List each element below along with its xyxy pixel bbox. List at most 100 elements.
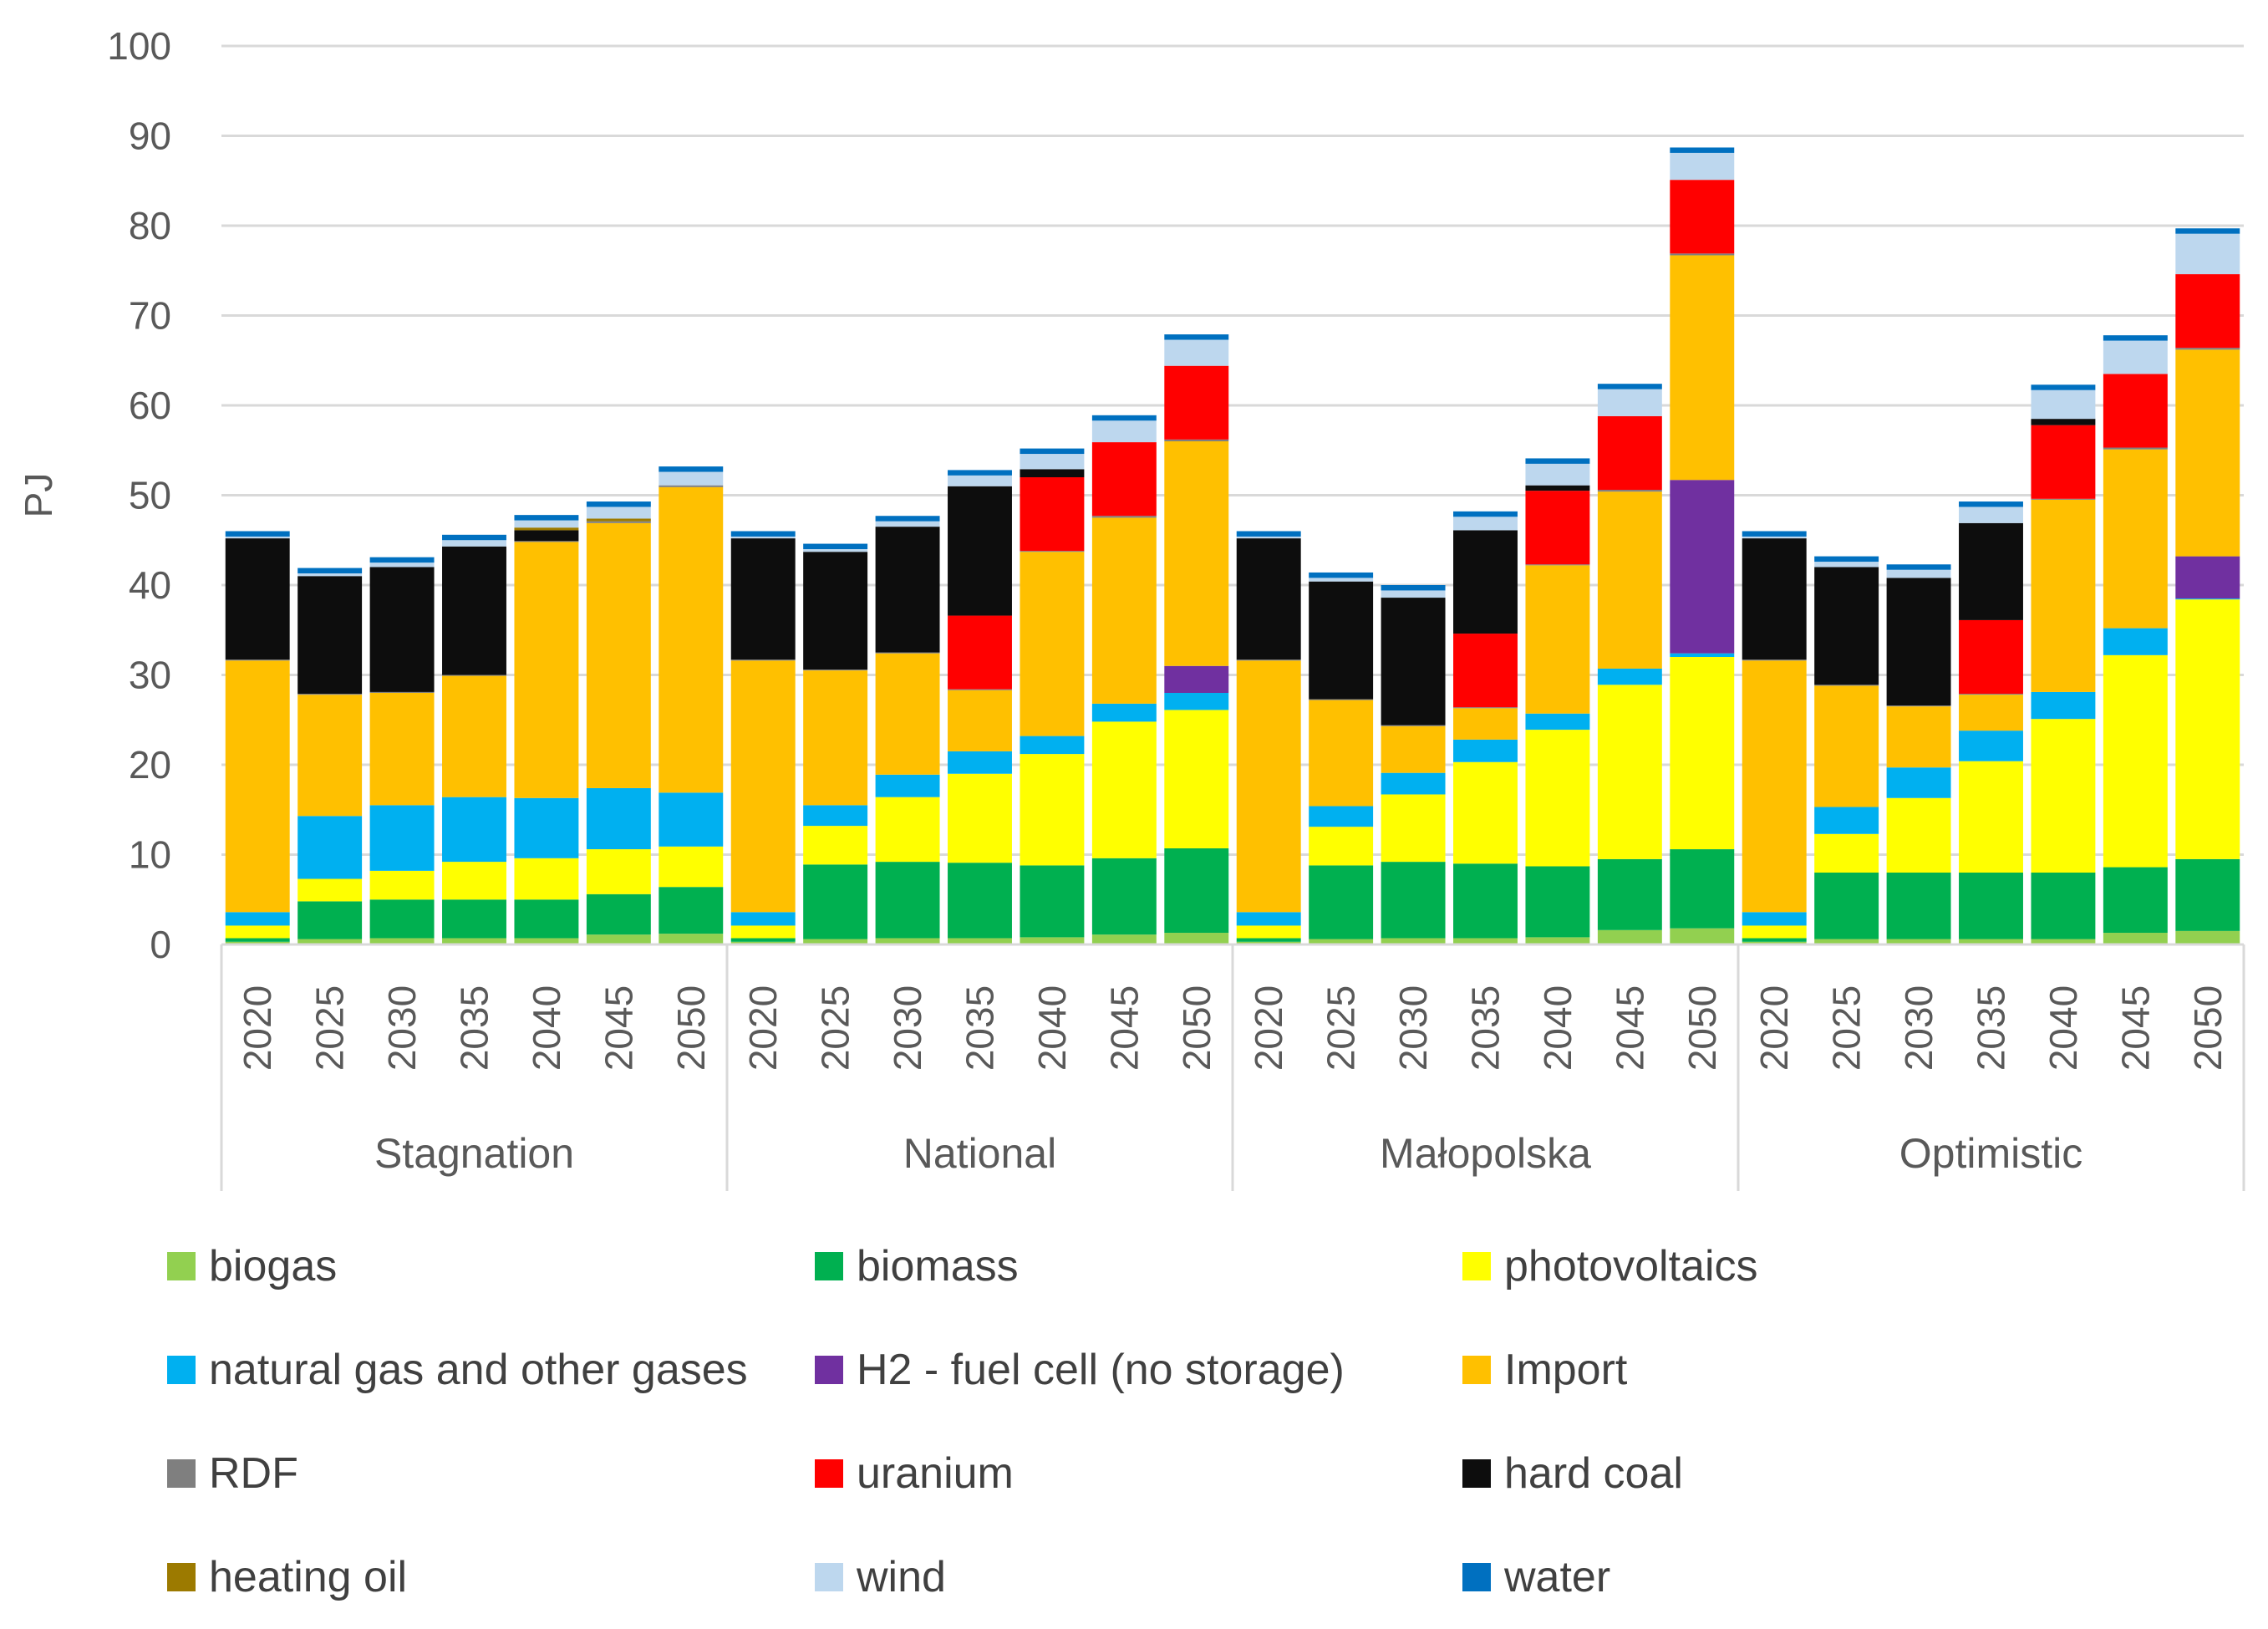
bar-segment-import-małopolska-2035 [1453, 708, 1518, 740]
bar-segment-water-optimistic-2020 [1742, 531, 1807, 537]
bar-segment-biogas-optimistic-2035 [1959, 939, 2023, 944]
bar-segment-rdf-małopolska-2045 [1597, 490, 1662, 492]
bar-segment-water-optimistic-2030 [1886, 564, 1951, 570]
bar-segment-uranium-małopolska-2045 [1597, 415, 1662, 491]
bar-segment-photovoltaics-małopolska-2040 [1525, 730, 1590, 867]
bar-segment-natural-gas-and-other-gases-małopolska-2050 [1670, 653, 1735, 657]
bar-segment-import-optimistic-2040 [2031, 499, 2096, 692]
bar-segment-wind-optimistic-2045 [2103, 340, 2168, 374]
bar-segment-hard-coal-optimistic-2035 [1959, 522, 2023, 620]
bar-segment-rdf-optimistic-2035 [1959, 694, 2023, 695]
y-axis-label: PJ [17, 473, 60, 518]
bar-segment-biomass-stagnation-2020 [225, 938, 290, 942]
bar-segment-import-optimistic-2045 [2103, 449, 2168, 629]
legend-item: RDF [167, 1444, 298, 1503]
bar-segment-rdf-optimistic-2030 [1886, 705, 1951, 707]
legend-swatch [815, 1252, 843, 1280]
bar-segment-rdf-optimistic-2050 [2175, 348, 2240, 350]
bar-segment-uranium-małopolska-2050 [1670, 180, 1735, 254]
bar-segment-rdf-national-2045 [1091, 516, 1157, 518]
bar-segment-natural-gas-and-other-gases-małopolska-2020 [1236, 912, 1301, 926]
x-tick-label: 2050 [2186, 985, 2230, 1071]
bar-segment-wind-małopolska-2045 [1597, 389, 1662, 416]
bar-segment-water-national-2050 [1164, 334, 1229, 340]
bar-segment-biogas-national-2025 [803, 939, 868, 944]
x-tick-label: 2025 [814, 985, 857, 1071]
bar-segment-uranium-optimistic-2040 [2031, 425, 2096, 499]
bar-segment-water-optimistic-2025 [1814, 556, 1879, 563]
bar-segment-biogas-national-2050 [1164, 933, 1229, 944]
bar-segment-photovoltaics-małopolska-2045 [1597, 685, 1662, 859]
legend-label: natural gas and other gases [209, 1346, 748, 1394]
bar-segment-photovoltaics-national-2050 [1164, 710, 1229, 848]
y-tick-label: 80 [129, 204, 171, 247]
bar-segment-wind-optimistic-2050 [2175, 233, 2240, 275]
bar-segment-photovoltaics-national-2025 [803, 826, 868, 865]
legend-label: water [1504, 1553, 1611, 1601]
bar-segment-uranium-małopolska-2040 [1525, 491, 1590, 565]
bar-segment-natural-gas-and-other-gases-stagnation-2050 [659, 792, 724, 847]
bar-segment-biomass-optimistic-2035 [1959, 873, 2023, 939]
bar-segment-photovoltaics-optimistic-2050 [2175, 599, 2240, 859]
bar-segment-natural-gas-and-other-gases-national-2050 [1164, 693, 1229, 710]
bar-segment-biogas-małopolska-2035 [1453, 938, 1518, 944]
bar-segment-water-stagnation-2050 [659, 466, 724, 472]
bar-segment-photovoltaics-national-2040 [1020, 754, 1085, 866]
bar-segment-water-małopolska-2040 [1525, 458, 1590, 464]
bar-segment-photovoltaics-optimistic-2020 [1742, 925, 1807, 939]
bar-segment-uranium-national-2040 [1020, 477, 1085, 552]
bar-segment-water-stagnation-2035 [442, 534, 506, 541]
bar-segment-natural-gas-and-other-gases-optimistic-2030 [1886, 767, 1951, 798]
bar-segment-water-małopolska-2025 [1309, 572, 1374, 578]
legend-item: biomass [815, 1237, 1019, 1296]
bar-segment-import-national-2030 [875, 653, 940, 775]
bar-segment-heating-oil-stagnation-2040 [514, 527, 579, 531]
legend-swatch [167, 1252, 196, 1280]
bar-segment-wind-stagnation-2020 [225, 536, 290, 539]
bar-segment-natural-gas-and-other-gases-optimistic-2050 [2175, 598, 2240, 600]
bar-segment-biogas-stagnation-2040 [514, 938, 579, 944]
group-label: Małopolska [1380, 1130, 1591, 1177]
bar-segment-photovoltaics-małopolska-2025 [1309, 827, 1374, 866]
bar-segment-hard-coal-national-2040 [1020, 469, 1085, 477]
legend-swatch [167, 1563, 196, 1591]
x-tick-label: 2035 [959, 985, 1002, 1071]
bar-segment-water-małopolska-2030 [1381, 585, 1446, 591]
x-tick-label: 2025 [1825, 985, 1869, 1071]
bar-segment-water-national-2045 [1091, 415, 1157, 421]
bar-segment-biogas-stagnation-2025 [297, 939, 363, 944]
bar-segment-biomass-małopolska-2050 [1670, 849, 1735, 929]
x-tick-label: 2035 [453, 985, 496, 1071]
bar-segment-uranium-małopolska-2035 [1453, 634, 1518, 708]
bar-segment-water-optimistic-2040 [2031, 384, 2096, 390]
legend-item: natural gas and other gases [167, 1341, 748, 1399]
bar-segment-rdf-stagnation-2040 [514, 541, 579, 542]
bar-segment-biomass-stagnation-2030 [369, 899, 435, 939]
bar-segment-natural-gas-and-other-gases-national-2020 [730, 912, 796, 926]
bar-segment-water-małopolska-2045 [1597, 384, 1662, 389]
bar-segment-water-national-2025 [803, 543, 868, 549]
y-axis-ticks: 0 10 20 30 40 50 60 70 80 90 100 [107, 24, 171, 966]
legend-swatch [167, 1356, 196, 1384]
bar-segment-biogas-stagnation-2020 [225, 941, 290, 944]
bar-segment-uranium-optimistic-2045 [2103, 374, 2168, 448]
bar-segment-biomass-optimistic-2030 [1886, 873, 1951, 939]
group-label: National [903, 1130, 1056, 1177]
bar-segment-photovoltaics-optimistic-2035 [1959, 761, 2023, 873]
bar-segment-photovoltaics-national-2020 [730, 925, 796, 939]
bar-segment-biomass-małopolska-2045 [1597, 858, 1662, 930]
bar-segment-photovoltaics-optimistic-2040 [2031, 719, 2096, 873]
x-tick-label: 2025 [1320, 985, 1363, 1071]
bar-segment-wind-małopolska-2025 [1309, 578, 1374, 582]
bar-segment-water-stagnation-2045 [586, 501, 651, 507]
bar-segment-natural-gas-and-other-gases-optimistic-2020 [1742, 912, 1807, 926]
bar-segment-import-optimistic-2025 [1814, 685, 1879, 807]
x-tick-label: 2030 [886, 985, 929, 1071]
legend-item: biogas [167, 1237, 337, 1296]
y-tick-label: 60 [129, 384, 171, 427]
legend-swatch [815, 1356, 843, 1384]
bar-segment-photovoltaics-national-2030 [875, 797, 940, 863]
bar-segment-natural-gas-and-other-gases-stagnation-2030 [369, 805, 435, 871]
bar-segment-rdf-optimistic-2045 [2103, 447, 2168, 450]
bar-segment-hard-coal-national-2025 [803, 552, 868, 670]
